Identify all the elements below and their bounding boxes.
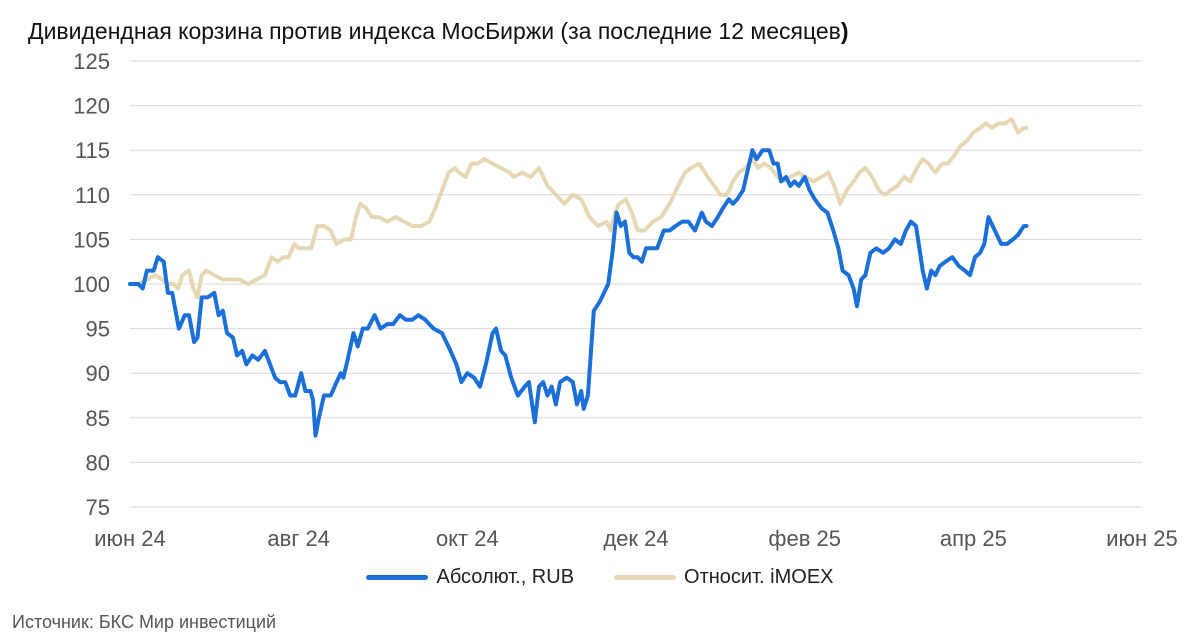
- y-tick-label: 110: [75, 183, 110, 208]
- legend-label-absolute: Абсолют., RUB: [436, 566, 575, 588]
- y-tick-label: 105: [73, 227, 110, 252]
- legend-swatch-relative: [614, 575, 677, 580]
- y-tick-label: 120: [73, 94, 110, 119]
- legend-swatch-absolute: [366, 575, 429, 580]
- series-line-absolute: [128, 148, 1029, 438]
- y-tick-label: 85: [86, 406, 110, 431]
- x-tick-label: фев 25: [768, 526, 841, 551]
- x-tick-label: апр 25: [940, 526, 1007, 551]
- y-tick-label: 80: [86, 450, 110, 475]
- legend-item-absolute: Абсолют., RUB: [366, 566, 574, 589]
- series-lines: [128, 117, 1029, 438]
- x-tick-label: июн 24: [94, 526, 166, 551]
- legend: Абсолют., RUB Относит. iMOEX: [0, 566, 1200, 589]
- y-tick-label: 90: [86, 361, 110, 386]
- x-axis-ticks: июн 24 авг 24 окт 24 дек 24 фев 25 апр 25 июн …: [94, 526, 1178, 551]
- source-note: Источник: БКС Мир инвестиций: [12, 612, 277, 632]
- y-tick-label: 95: [86, 317, 110, 342]
- series-line-relative: [128, 117, 1029, 300]
- x-tick-label: авг 24: [267, 526, 330, 551]
- y-axis-ticks: 75 80 85 90 95 100 105 110 115 120 125: [73, 49, 110, 520]
- y-tick-label: 100: [73, 272, 110, 297]
- legend-label-relative: Относит. iMOEX: [684, 566, 834, 588]
- legend-item-relative: Относит. iMOEX: [614, 566, 834, 589]
- x-tick-label: окт 24: [436, 526, 499, 551]
- y-tick-label: 75: [86, 495, 110, 520]
- y-tick-label: 115: [75, 138, 110, 163]
- chart-title: Дивидендная корзина против индекса МосБи…: [28, 18, 849, 44]
- x-tick-label: июн 25: [1106, 526, 1178, 551]
- x-tick-label: дек 24: [603, 526, 668, 551]
- y-tick-label: 125: [73, 49, 110, 74]
- gridlines: [130, 60, 1142, 508]
- chart-svg: 75 80 85 90 95 100 105 110 115 120 125 июн 24 авг 2…: [73, 49, 1178, 551]
